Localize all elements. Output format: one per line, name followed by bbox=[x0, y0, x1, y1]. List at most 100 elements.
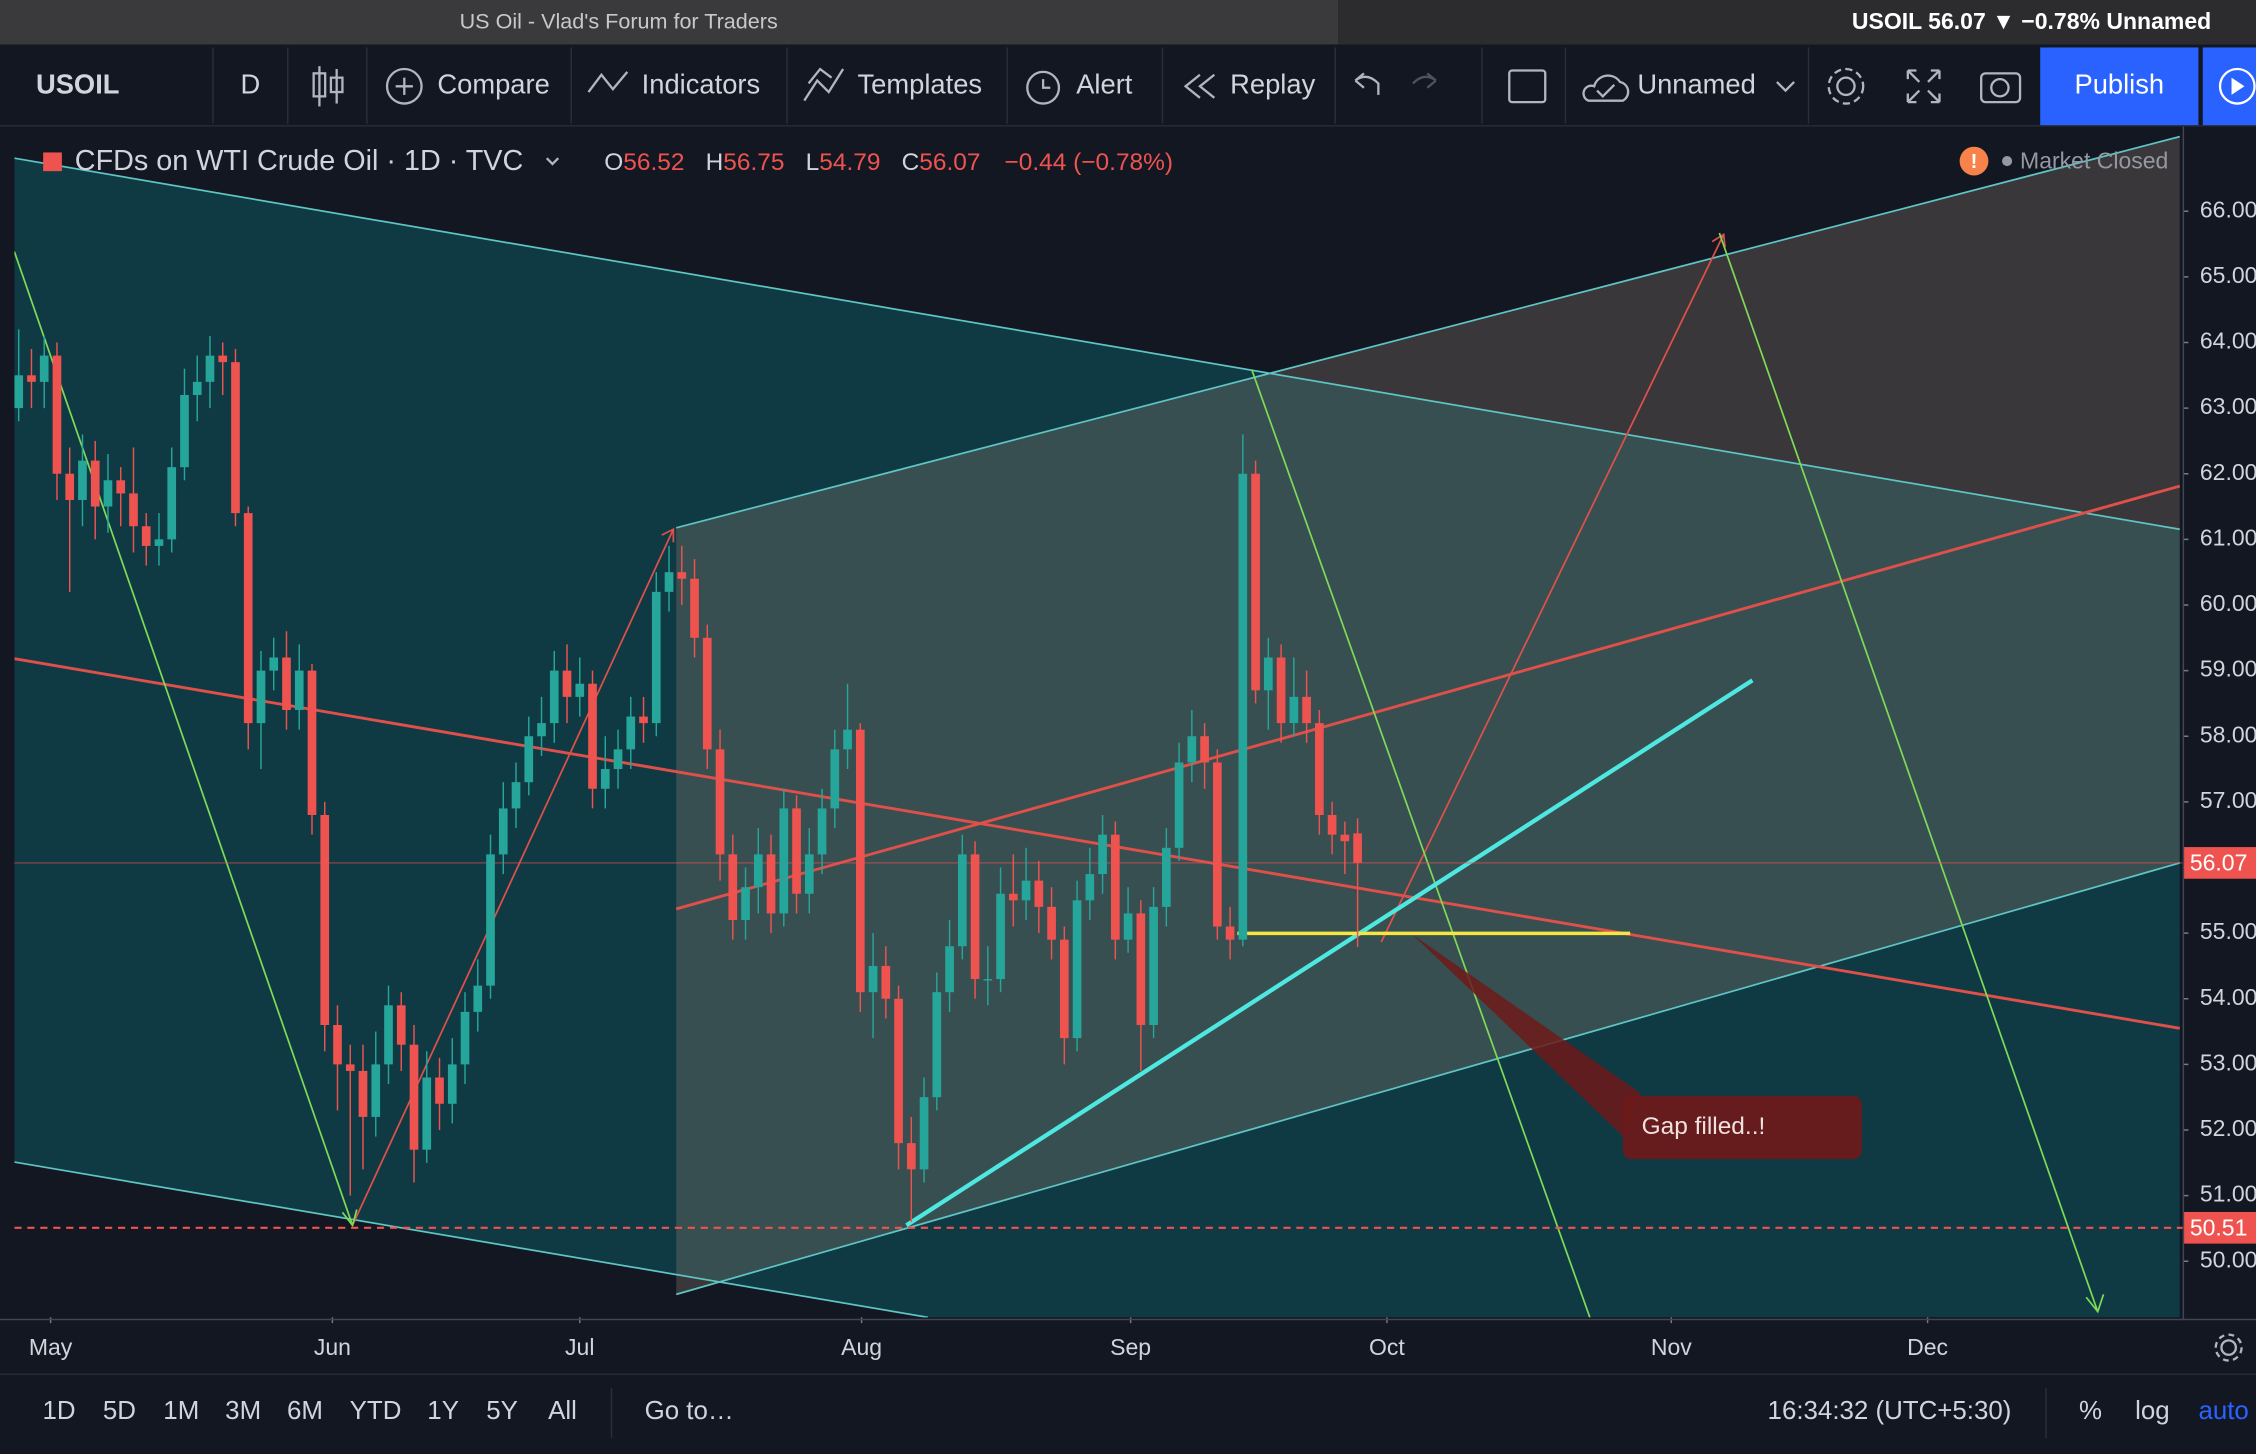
candle-body bbox=[1072, 900, 1082, 1039]
candle-body bbox=[231, 362, 240, 514]
goto-button[interactable]: Go to… bbox=[645, 1397, 734, 1425]
candle-body bbox=[613, 749, 623, 770]
range-button[interactable]: 1M bbox=[163, 1397, 199, 1425]
y-tick-label: 53.00 bbox=[2200, 1049, 2256, 1075]
warning-icon[interactable] bbox=[1959, 146, 1989, 176]
percent-toggle[interactable]: % bbox=[2079, 1397, 2102, 1425]
candle-body bbox=[677, 572, 687, 579]
compare-button[interactable]: Compare bbox=[437, 69, 549, 100]
alert-icon[interactable] bbox=[1026, 70, 1061, 105]
indicators-button[interactable]: Indicators bbox=[642, 69, 761, 100]
candle-body bbox=[435, 1077, 444, 1104]
arrow bbox=[1250, 369, 1591, 1318]
candle-body bbox=[626, 716, 636, 750]
templates-icon[interactable] bbox=[803, 67, 845, 102]
stream-button[interactable] bbox=[2202, 47, 2256, 126]
compare-icon[interactable] bbox=[385, 67, 423, 105]
snapshot-button[interactable] bbox=[1980, 72, 2022, 104]
candle-body bbox=[817, 808, 827, 855]
ohlc-value: 54.79 bbox=[819, 149, 880, 176]
candle-body bbox=[167, 467, 177, 540]
replay-icon[interactable] bbox=[1183, 73, 1216, 99]
interval-button[interactable]: D bbox=[240, 69, 260, 100]
x-tick-label: Dec bbox=[1907, 1334, 1948, 1360]
candle-body bbox=[486, 854, 495, 986]
x-tick-label: Oct bbox=[1369, 1334, 1405, 1360]
x-tick-label: Sep bbox=[1110, 1334, 1151, 1360]
trend-line bbox=[14, 657, 2180, 1030]
candle-body bbox=[1149, 906, 1158, 1026]
publish-button[interactable]: Publish bbox=[2074, 69, 2164, 100]
legend-change: −0.44 (−0.78%) bbox=[1005, 149, 1174, 176]
range-button[interactable]: 1D bbox=[42, 1397, 75, 1425]
layout-dropdown[interactable] bbox=[1776, 81, 1795, 93]
candle-body bbox=[894, 998, 903, 1144]
range-button[interactable]: 3M bbox=[225, 1397, 261, 1425]
window-title: US Oil - Vlad's Forum for Traders bbox=[460, 9, 778, 34]
candle-body bbox=[1264, 657, 1273, 691]
publish-button-bg[interactable] bbox=[2040, 47, 2199, 126]
settings-button[interactable] bbox=[1827, 67, 1865, 105]
range-button[interactable]: 5D bbox=[103, 1397, 136, 1425]
candle-body bbox=[205, 355, 215, 382]
axis-settings-button[interactable] bbox=[2214, 1333, 2243, 1362]
replay-button[interactable]: Replay bbox=[1230, 69, 1315, 100]
undo-button[interactable] bbox=[1354, 72, 1380, 95]
redo-button[interactable] bbox=[1412, 72, 1437, 89]
candle-body bbox=[116, 480, 126, 494]
candle-body bbox=[1238, 473, 1248, 940]
candle-body bbox=[664, 572, 674, 592]
templates-button[interactable]: Templates bbox=[858, 69, 983, 100]
arrow bbox=[351, 527, 675, 1226]
symbol-button[interactable]: USOIL bbox=[36, 69, 120, 100]
y-tick-label: 52.00 bbox=[2200, 1115, 2256, 1141]
y-tick-label: 64.00 bbox=[2200, 328, 2256, 354]
channel-line bbox=[675, 862, 2180, 1296]
auto-toggle[interactable]: auto bbox=[2198, 1397, 2248, 1425]
candle-body bbox=[243, 513, 253, 724]
candle-body bbox=[511, 782, 521, 809]
candle-body bbox=[792, 808, 801, 894]
candle-body bbox=[1225, 926, 1235, 940]
candle-body bbox=[919, 1097, 929, 1170]
legend-dropdown[interactable] bbox=[545, 157, 560, 166]
range-button[interactable]: All bbox=[548, 1397, 577, 1425]
fullscreen-layout-button[interactable] bbox=[1508, 69, 1547, 104]
legend-ohlc: O56.52 H56.75 L54.79 C56.07 −0.44 (−0.78… bbox=[604, 149, 1173, 176]
candle-body bbox=[639, 716, 648, 724]
log-toggle[interactable]: log bbox=[2135, 1397, 2170, 1425]
title-bar bbox=[0, 0, 1339, 45]
candle-body bbox=[1302, 696, 1311, 724]
candle-body bbox=[154, 539, 164, 546]
candle-body bbox=[945, 946, 954, 993]
range-button[interactable]: 5Y bbox=[486, 1397, 518, 1425]
candle-body bbox=[690, 578, 699, 638]
fullscreen-button[interactable] bbox=[1906, 69, 1941, 104]
layout-button[interactable]: Unnamed bbox=[1637, 69, 1756, 100]
callout-pointer bbox=[1412, 934, 1641, 1137]
candle-body bbox=[320, 814, 330, 1026]
range-button[interactable]: 1Y bbox=[427, 1397, 459, 1425]
clock: 16:34:32 (UTC+5:30) bbox=[1768, 1397, 2012, 1425]
candle-body bbox=[90, 460, 100, 507]
candle-body bbox=[498, 808, 508, 855]
chart-style-button[interactable] bbox=[312, 66, 344, 107]
channel-line bbox=[14, 157, 2180, 531]
candle-body bbox=[333, 1025, 342, 1065]
ohlc-label: O bbox=[604, 149, 623, 176]
candle-body bbox=[766, 854, 776, 914]
candle-body bbox=[65, 473, 75, 500]
candle-body bbox=[371, 1064, 381, 1117]
save-icon[interactable] bbox=[1582, 74, 1630, 102]
range-button[interactable]: 6M bbox=[287, 1397, 323, 1425]
alert-button[interactable]: Alert bbox=[1076, 69, 1133, 100]
candle-body bbox=[282, 657, 291, 710]
indicators-icon[interactable] bbox=[587, 71, 629, 93]
candle-body bbox=[396, 1005, 406, 1045]
channel-line bbox=[14, 1161, 929, 1318]
candle-body bbox=[957, 854, 967, 947]
range-button[interactable]: YTD bbox=[350, 1397, 402, 1425]
y-tick-label: 57.00 bbox=[2200, 787, 2256, 813]
candle-body bbox=[1340, 834, 1350, 842]
ohlc-value: 56.07 bbox=[919, 149, 980, 176]
